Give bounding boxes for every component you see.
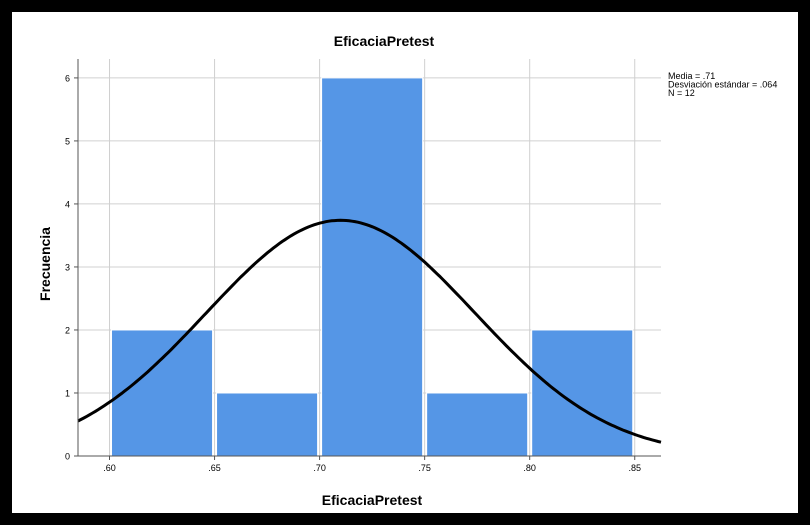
normal-curve [77, 218, 662, 444]
y-tick-label: 4 [65, 199, 70, 209]
stats-line: N = 12 [668, 88, 695, 98]
x-tick-label: .80 [523, 463, 536, 473]
y-tick-label: 2 [65, 325, 70, 335]
x-tick-label: .65 [208, 463, 221, 473]
histogram-bar [216, 392, 319, 457]
bars [111, 77, 634, 457]
stats-line: Media = .71 [668, 71, 715, 81]
y-tick-label: 0 [65, 452, 70, 462]
x-tick-label: .70 [313, 463, 326, 473]
x-tick-label: .75 [418, 463, 431, 473]
x-axis-label: EficaciaPretest [322, 492, 423, 508]
chart-frame: 0 1 2 3 4 5 6 .60 .65 .70 .75 .80 .85 EficaciaPrete… [12, 12, 798, 513]
histogram-bar [111, 329, 214, 457]
x-tick-label: .85 [628, 463, 641, 473]
y-tick-label: 6 [65, 73, 70, 83]
histogram-bar [531, 329, 634, 457]
y-axis-label: Frecuencia [37, 227, 53, 301]
y-tick-label: 1 [65, 388, 70, 398]
y-tick-labels: 0 1 2 3 4 5 6 [65, 73, 78, 462]
histogram-chart: 0 1 2 3 4 5 6 .60 .65 .70 .75 .80 .85 EficaciaPrete… [37, 33, 777, 508]
y-tick-label: 3 [65, 262, 70, 272]
axes [77, 59, 661, 457]
chart-title: EficaciaPretest [334, 33, 435, 49]
x-tick-label: .60 [103, 463, 116, 473]
y-tick-label: 5 [65, 136, 70, 146]
stats-line: Desviación estándar = .064 [668, 80, 777, 90]
histogram-bar [426, 392, 529, 457]
x-tick-labels: .60 .65 .70 .75 .80 .85 [103, 456, 641, 473]
histogram-bar [321, 77, 424, 457]
